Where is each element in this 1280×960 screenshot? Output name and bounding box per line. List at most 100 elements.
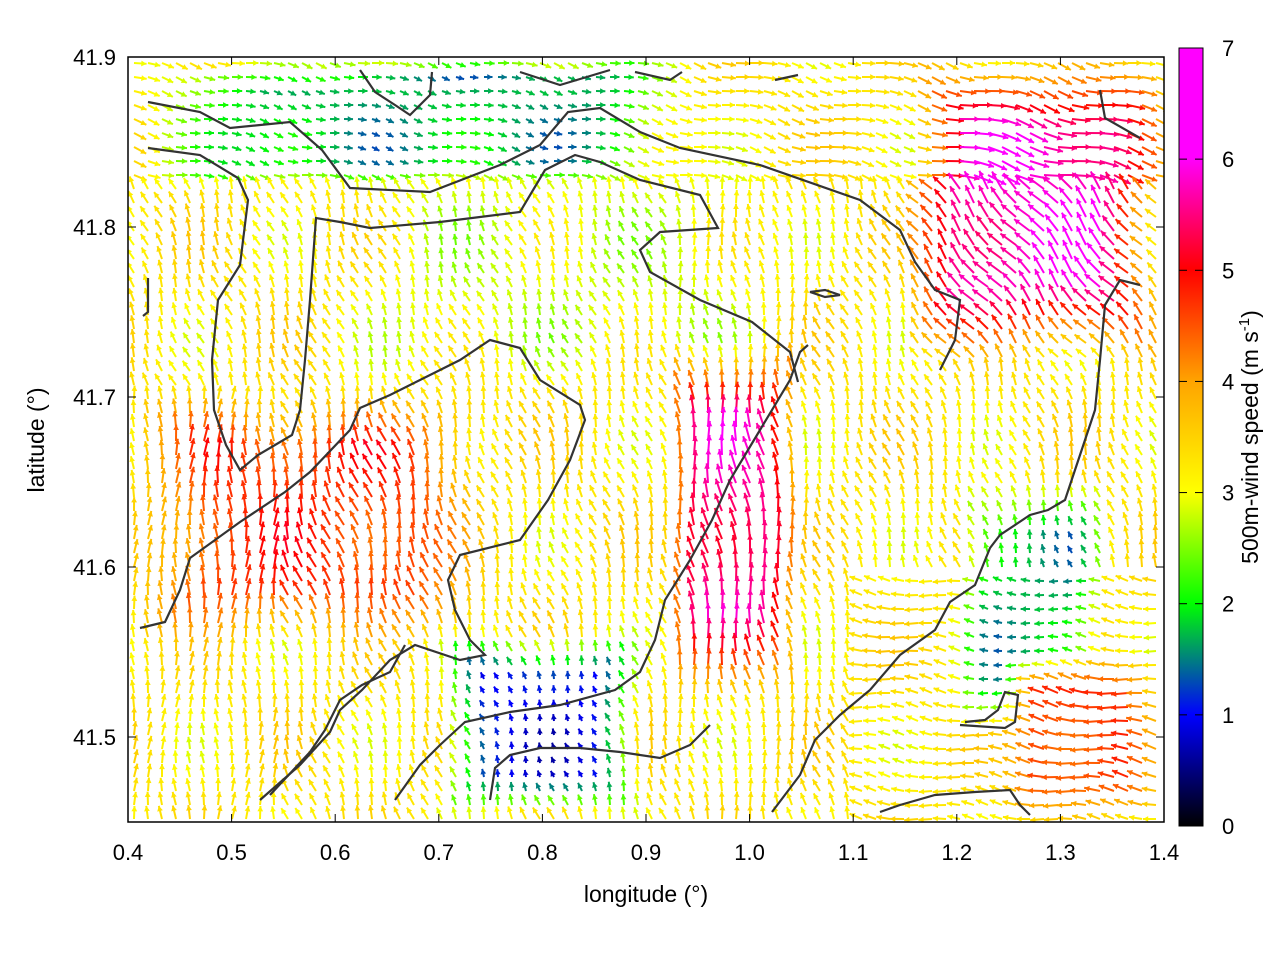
wind-vector xyxy=(735,60,751,67)
wind-vector xyxy=(483,102,494,109)
wind-vector xyxy=(707,158,721,165)
wind-vector xyxy=(791,90,805,99)
wind-vector xyxy=(606,176,612,190)
wind-vector xyxy=(949,185,961,204)
wind-vector xyxy=(987,88,1005,94)
wind-vector xyxy=(1099,74,1116,81)
wind-vector xyxy=(280,205,289,218)
wind-vector xyxy=(787,218,793,232)
wind-vector xyxy=(393,177,401,190)
wind-vector xyxy=(254,288,261,302)
wind-vector xyxy=(693,76,707,84)
wind-vector xyxy=(273,146,284,153)
wind-vector xyxy=(803,260,810,274)
wind-vector xyxy=(349,275,359,288)
wind-vector xyxy=(371,117,381,123)
wind-vector xyxy=(419,178,429,190)
wind-vector xyxy=(325,203,332,218)
wind-vector xyxy=(455,158,467,165)
wind-vector xyxy=(1076,211,1087,232)
wind-vector xyxy=(217,116,229,122)
wind-vector xyxy=(227,189,234,204)
wind-vector xyxy=(923,243,933,260)
wind-vector xyxy=(791,118,806,126)
wind-vector xyxy=(1072,271,1087,288)
x-tick-label: 1.4 xyxy=(1149,840,1180,865)
wind-vector xyxy=(427,131,438,137)
wind-vector xyxy=(413,172,426,179)
wind-vector xyxy=(175,118,188,124)
wind-vector xyxy=(413,131,424,138)
wind-vector xyxy=(363,275,373,288)
wind-vector xyxy=(1145,248,1157,260)
wind-vector xyxy=(933,188,947,204)
wind-vector xyxy=(265,191,275,204)
wind-vector xyxy=(199,202,206,218)
wind-vector xyxy=(357,174,368,181)
wind-vector xyxy=(733,176,740,190)
wind-vector xyxy=(735,102,750,109)
wind-vector xyxy=(497,117,508,124)
wind-vector xyxy=(591,232,598,246)
wind-vector xyxy=(931,131,948,138)
wind-vector xyxy=(576,176,583,190)
wind-vector xyxy=(595,61,608,67)
wind-vector xyxy=(602,276,611,288)
wind-vector xyxy=(437,275,444,288)
wind-vector xyxy=(932,175,947,190)
wind-vector xyxy=(693,62,707,71)
wind-vector xyxy=(315,158,326,164)
wind-vector xyxy=(763,118,777,126)
wind-vector xyxy=(707,89,722,96)
wind-vector xyxy=(903,160,917,166)
wind-vector xyxy=(606,190,612,204)
wind-vector xyxy=(637,160,650,168)
wind-vector xyxy=(497,146,508,153)
wind-vector xyxy=(259,146,270,153)
wind-vector xyxy=(1155,146,1164,152)
wind-vector xyxy=(1127,89,1145,96)
wind-vector xyxy=(975,215,989,232)
wind-vector xyxy=(158,287,164,302)
wind-vector xyxy=(1048,254,1059,274)
wind-vector xyxy=(283,260,290,274)
wind-vector xyxy=(410,288,416,302)
wind-vector xyxy=(1144,178,1157,190)
wind-vector xyxy=(731,231,738,246)
colorbar: 0 1 2 3 4 5 6 7 500m-wind speed (m s-1) xyxy=(1178,36,1263,839)
wind-vector xyxy=(505,191,513,204)
wind-vector xyxy=(786,204,793,218)
wind-vector xyxy=(747,176,754,190)
wind-vector xyxy=(903,104,916,112)
wind-vector xyxy=(1141,132,1158,142)
wind-vector xyxy=(449,289,457,302)
wind-vector xyxy=(265,206,275,218)
wind-vector xyxy=(245,60,259,66)
wind-vector xyxy=(1113,261,1129,274)
wind-vector xyxy=(1061,225,1073,246)
wind-vector xyxy=(553,144,563,151)
wind-vector xyxy=(1001,160,1021,172)
wind-vector xyxy=(343,88,354,94)
colorbar-tick-label: 5 xyxy=(1222,258,1234,283)
wind-vector xyxy=(363,232,373,246)
wind-vector xyxy=(950,213,961,232)
wind-vector xyxy=(378,261,387,274)
wind-vector xyxy=(253,274,261,288)
wind-vector xyxy=(308,177,317,190)
wind-vector xyxy=(577,246,584,260)
wind-vector xyxy=(917,146,932,152)
wind-vector xyxy=(1129,206,1143,218)
wind-vector xyxy=(745,217,751,232)
wind-vector xyxy=(595,74,606,81)
wind-vector xyxy=(1046,226,1059,246)
wind-vector xyxy=(919,204,933,218)
wind-vector xyxy=(1071,287,1087,302)
wind-vector xyxy=(871,175,878,190)
wind-vector xyxy=(1071,62,1086,71)
wind-vector xyxy=(251,234,261,246)
wind-vector xyxy=(203,144,214,151)
wind-vector xyxy=(987,217,1003,232)
wind-vector xyxy=(217,88,229,95)
wind-vector xyxy=(1084,257,1101,274)
